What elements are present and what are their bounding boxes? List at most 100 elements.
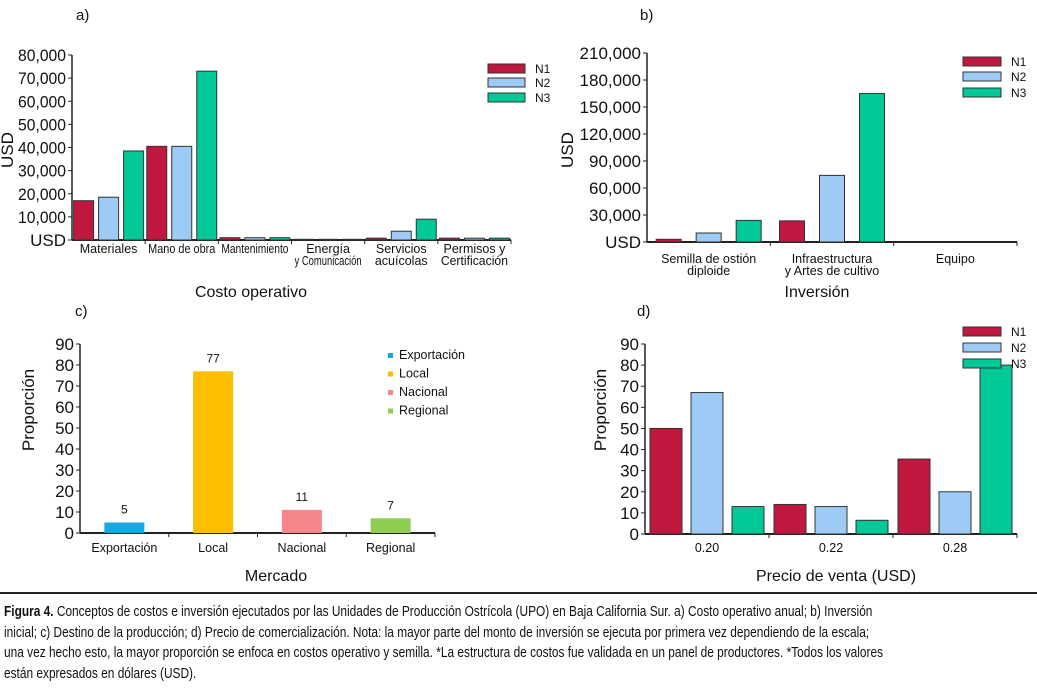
legend-label: Regional — [399, 404, 448, 418]
panel-label: d) — [637, 303, 650, 320]
y-tick-label: 30,000 — [589, 206, 641, 225]
category-label: Mantenimiento — [221, 242, 288, 256]
bar-N1 — [773, 503, 807, 535]
legend-label: N1 — [1011, 55, 1027, 69]
bar-N3 — [488, 237, 510, 241]
y-tick-label: 120,000 — [580, 125, 641, 144]
y-tick-label: 70 — [55, 377, 74, 396]
bar-N1 — [438, 237, 460, 241]
category-label: Nacional — [278, 541, 327, 555]
legend-swatch — [388, 371, 393, 377]
y-tick-label: 80 — [55, 356, 74, 375]
bar-N2 — [463, 237, 485, 241]
category-label: acuícolas — [375, 254, 428, 268]
data-label: 77 — [206, 351, 220, 365]
y-tick-label: 50,000 — [18, 115, 66, 134]
bar-N2 — [938, 491, 972, 535]
legend-swatch-N3 — [962, 87, 1002, 98]
caption-line-2: inicial; c) Destino de la producción; d)… — [4, 624, 870, 641]
legend-swatch-N1 — [962, 326, 1002, 337]
y-tick-label: 90 — [620, 335, 639, 354]
y-axis-title: Proporción — [19, 369, 38, 451]
x-axis-title: Costo operativo — [195, 284, 307, 301]
legend-label: N3 — [1011, 357, 1027, 371]
y-axis-title: USD — [0, 132, 17, 168]
bar-N1 — [219, 237, 241, 241]
figure-caption: Figura 4. Conceptos de costos e inversió… — [4, 602, 1037, 684]
y-tick-label: 40 — [55, 440, 74, 459]
legend-label: N3 — [535, 91, 551, 105]
y-tick-label: 10 — [620, 504, 639, 523]
y-tick-label: USD — [30, 231, 66, 250]
caption-label: Figura 4. — [4, 604, 54, 620]
caption-separator — [0, 592, 1037, 594]
y-tick-label: 20 — [620, 483, 639, 502]
y-tick-label: 0 — [65, 524, 74, 543]
y-tick-label: 10,000 — [18, 208, 66, 227]
legend-swatch-N3 — [487, 92, 526, 103]
y-tick-label: 80,000 — [18, 46, 66, 65]
legend-label: Local — [399, 367, 429, 381]
y-tick-label: 60 — [620, 398, 639, 417]
x-axis-title: Precio de venta (USD) — [756, 568, 916, 585]
y-tick-label: 60,000 — [589, 179, 641, 198]
bar-N3 — [415, 218, 437, 241]
legend-swatch-N3 — [962, 358, 1002, 369]
legend-label: N2 — [1011, 70, 1027, 84]
legend-swatch-N2 — [962, 342, 1002, 353]
y-tick-label: 150,000 — [580, 98, 641, 117]
category-label: 0.20 — [695, 541, 719, 555]
y-tick-label: 40,000 — [18, 139, 66, 158]
category-label: Energía — [306, 242, 350, 256]
bar-N3 — [731, 506, 765, 535]
bar-N2 — [819, 174, 845, 243]
data-label: 5 — [121, 503, 128, 517]
panel-label: c) — [75, 303, 88, 320]
bar-N1 — [365, 237, 387, 241]
panel-d: d) 0 10 20 30 40 50 60 70 80 90 Proporción Precio de… — [591, 303, 1027, 585]
legend-swatch — [388, 408, 393, 414]
y-tick-label: 60 — [55, 398, 74, 417]
bar-N1 — [649, 427, 683, 535]
category-label: Materiales — [80, 242, 138, 256]
legend-label: N2 — [1011, 341, 1027, 355]
y-tick-label: 180,000 — [580, 71, 641, 90]
category-label: Permisos y — [444, 242, 507, 256]
category-label: Local — [198, 541, 228, 555]
y-axis-title: USD — [558, 132, 577, 168]
bar-N1 — [779, 220, 805, 243]
bar-N3 — [735, 219, 762, 243]
figure-4: a) USD 10,000 20,000 30,000 40,000 50,000 60,00… — [0, 7, 1027, 585]
bar-N2 — [390, 230, 412, 241]
bar-N1 — [146, 145, 168, 241]
panel-label: b) — [640, 7, 653, 24]
caption-line-1: Figura 4. Conceptos de costos e inversió… — [4, 602, 1037, 623]
x-axis-title: Inversión — [785, 284, 850, 301]
category-label: Exportación — [91, 541, 157, 555]
legend-swatch-N1 — [962, 56, 1002, 67]
y-tick-label: 30 — [620, 462, 639, 481]
x-axis-title: Mercado — [245, 568, 307, 585]
y-tick-label: 50 — [620, 419, 639, 438]
y-tick-label: USD — [605, 233, 641, 252]
legend-label: N1 — [1011, 325, 1027, 339]
category-label: diploide — [687, 264, 730, 278]
legend-label: Nacional — [399, 385, 448, 399]
category-label: y Artes de cultivo — [785, 264, 880, 278]
bar-N3 — [269, 237, 291, 241]
bar-N1 — [897, 458, 931, 535]
y-tick-label: 20 — [55, 482, 74, 501]
category-label: Semilla de ostión — [661, 252, 756, 266]
legend-swatch-N2 — [962, 71, 1002, 82]
legend-swatch-N1 — [487, 63, 526, 74]
category-label: y Comunicación — [295, 254, 362, 268]
bar-N1 — [655, 238, 682, 243]
category-label: Servicios — [376, 242, 427, 256]
y-tick-label: 80 — [620, 356, 639, 375]
caption-line-3: una vez hecho esto, la mayor proporción … — [4, 645, 884, 661]
panel-c: c) 0 10 20 30 40 50 60 70 80 90 Proporción Mercado Ex… — [19, 303, 465, 585]
legend-label: N2 — [535, 76, 551, 90]
bar — [104, 522, 145, 533]
y-tick-label: 90 — [55, 335, 74, 354]
bar-N3 — [196, 70, 218, 241]
